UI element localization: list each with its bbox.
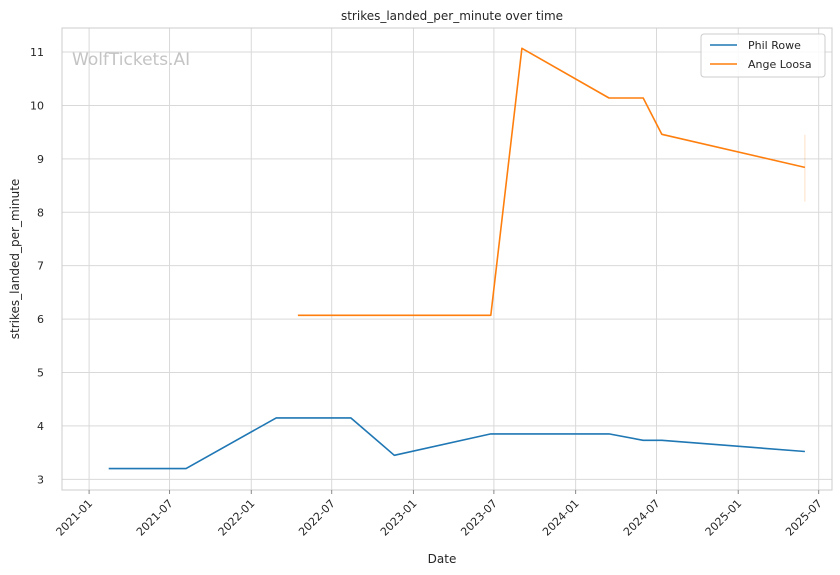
grid — [62, 28, 832, 490]
series-layer — [108, 47, 806, 470]
x-axis-label: Date — [428, 552, 457, 566]
y-axis-label: strikes_landed_per_minute — [8, 179, 22, 340]
plot-frame — [61, 27, 833, 491]
series-line — [297, 47, 806, 317]
series-line — [108, 417, 805, 470]
series-1 — [297, 47, 806, 317]
legend-label: Ange Loosa — [748, 58, 812, 71]
y-tick-label: 5 — [37, 366, 44, 379]
y-tick-label: 11 — [30, 46, 44, 59]
y-tick-label: 9 — [37, 153, 44, 166]
y-axis-ticks: 3 4 5 6 7 8 9 10 11 — [30, 46, 44, 486]
y-tick-label: 10 — [30, 99, 44, 112]
y-tick-label: 6 — [37, 313, 44, 326]
y-tick-label: 7 — [37, 260, 44, 273]
y-tick-label: 8 — [37, 206, 44, 219]
chart-title: strikes_landed_per_minute over time — [341, 9, 563, 23]
series-0 — [108, 417, 805, 470]
legend-label: Phil Rowe — [748, 39, 801, 52]
y-tick-label: 3 — [37, 473, 44, 486]
legend: Phil Rowe Ange Loosa — [700, 33, 826, 78]
watermark: WolfTickets.AI — [72, 50, 190, 70]
y-tick-label: 4 — [37, 420, 44, 433]
